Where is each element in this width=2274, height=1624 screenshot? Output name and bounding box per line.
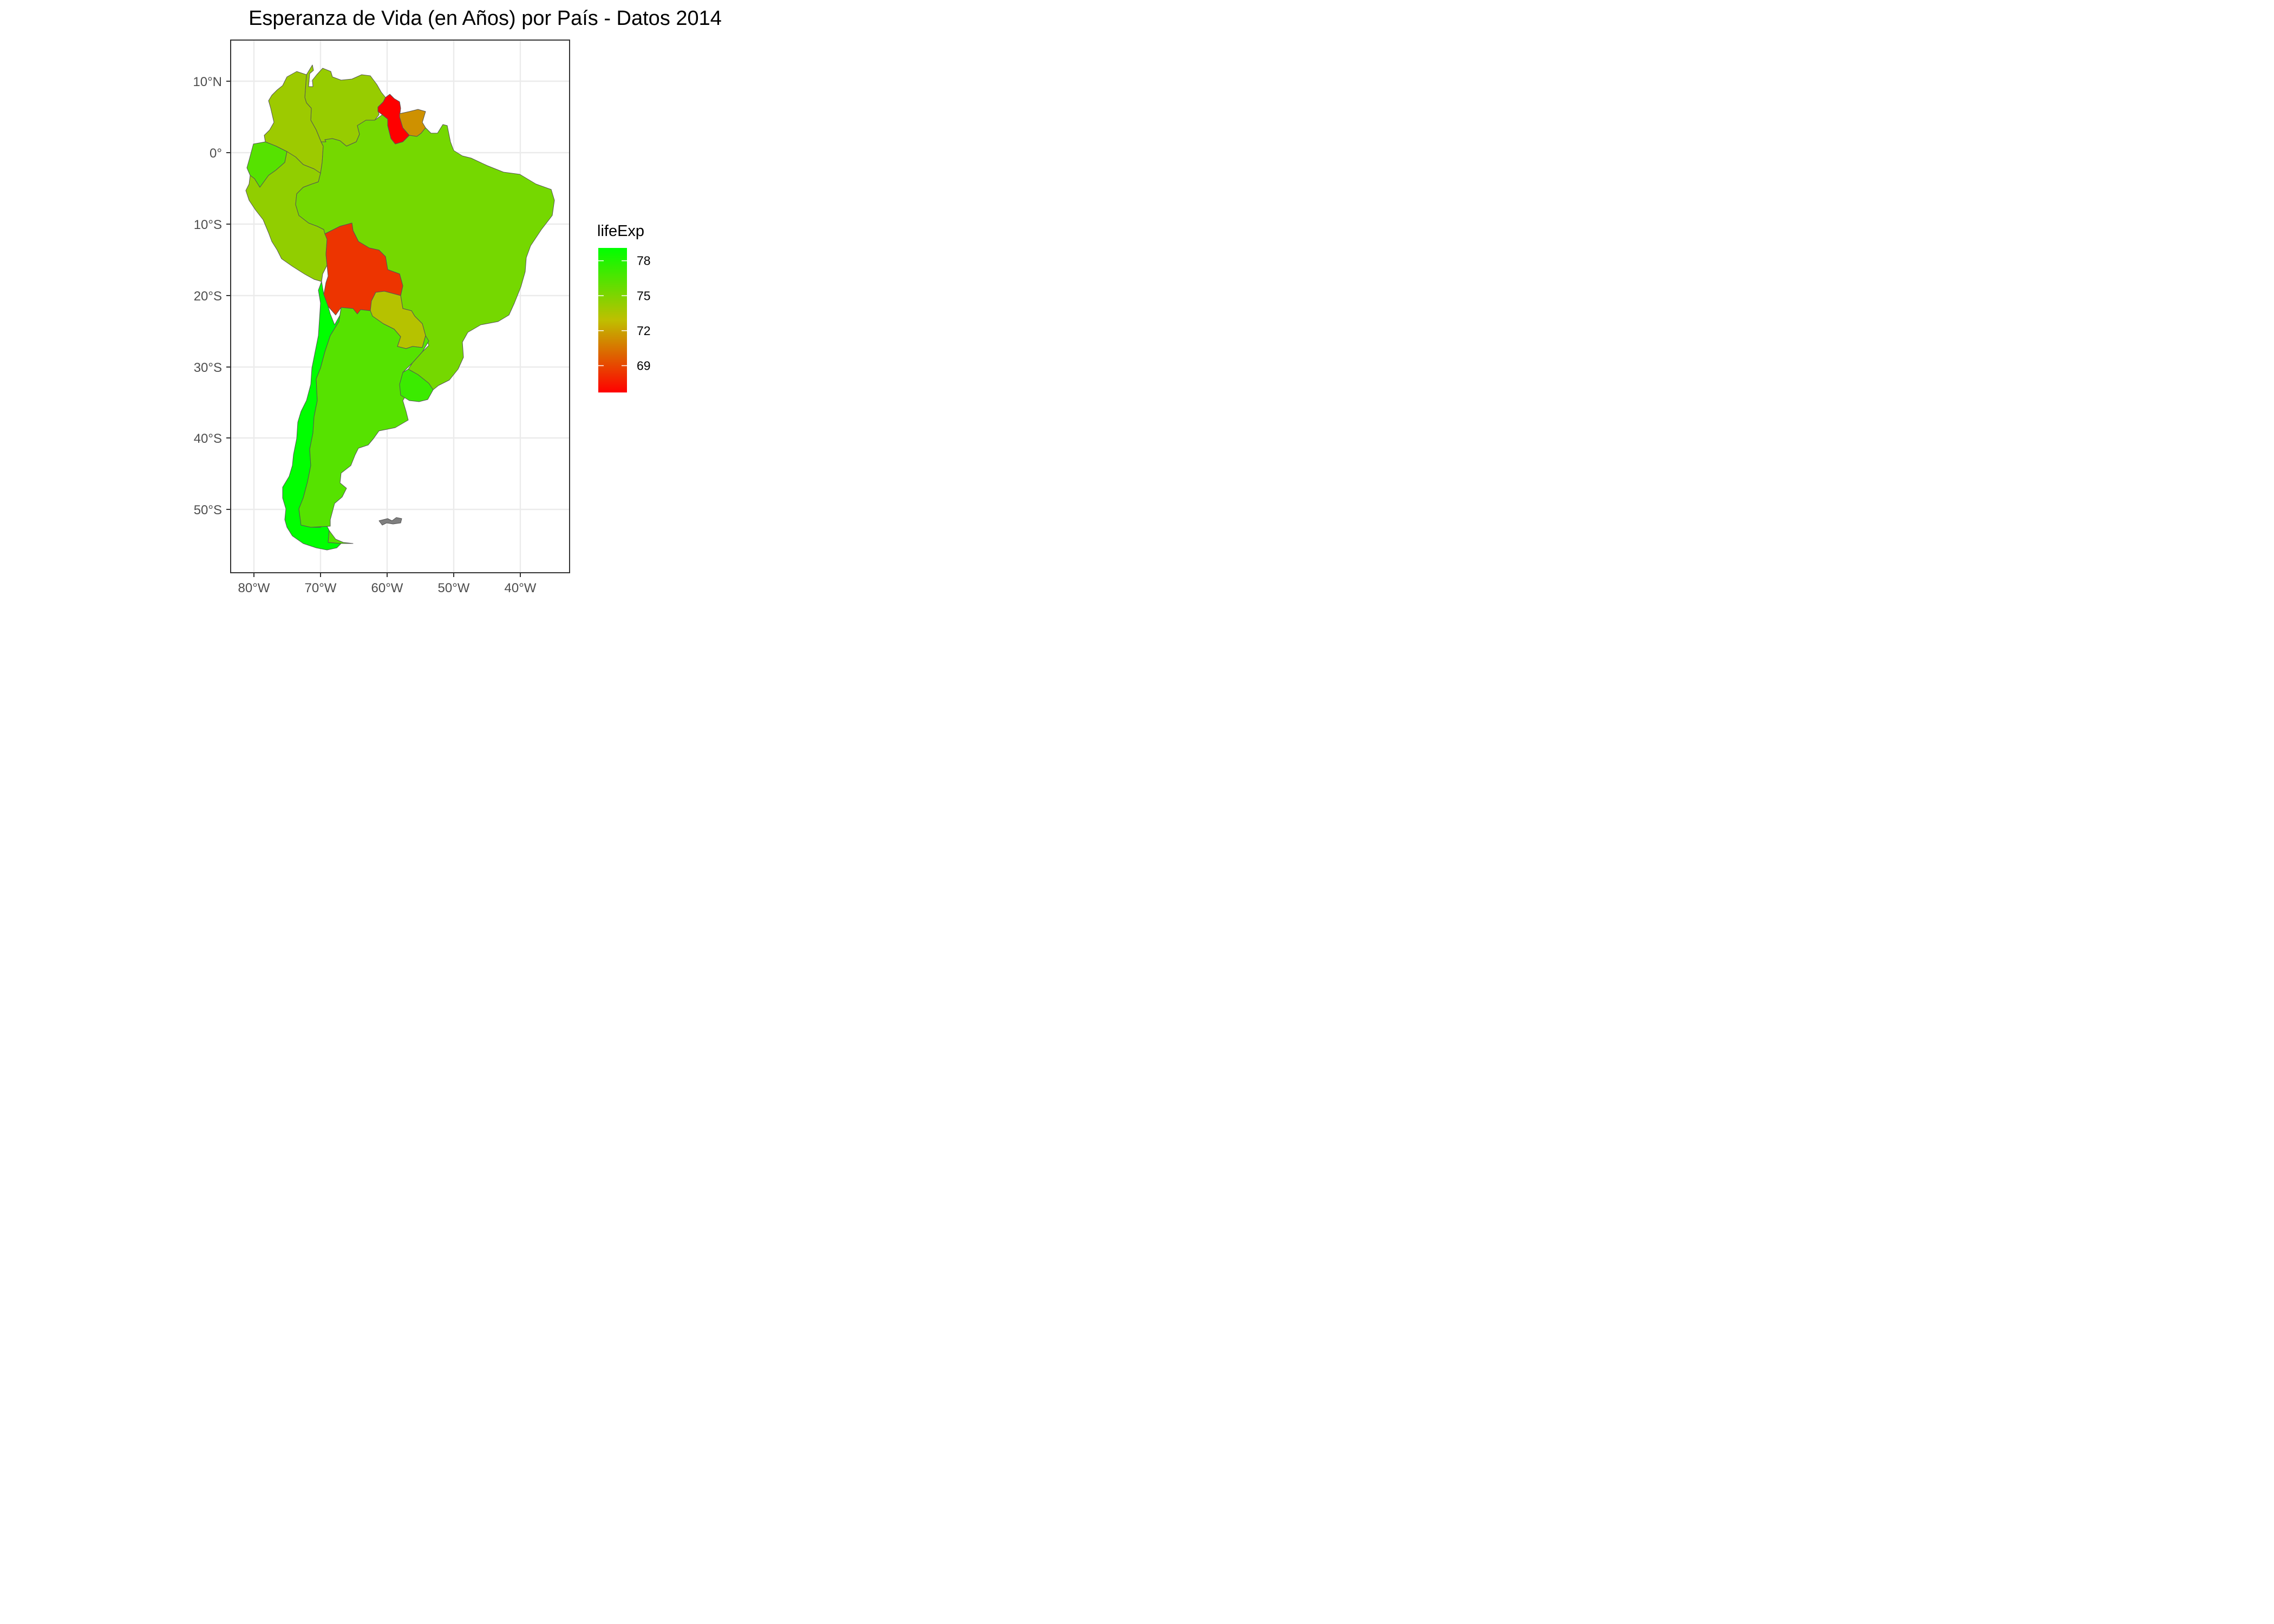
y-tick-label: 10°N xyxy=(193,75,222,89)
legend-title: lifeExp xyxy=(597,222,644,240)
legend-break-label: 75 xyxy=(637,289,651,303)
panel-border xyxy=(230,40,570,573)
country-tierra-del-fuego-argentina xyxy=(328,530,354,544)
legend-break-label: 69 xyxy=(637,358,651,372)
y-tick-label: 10°S xyxy=(194,218,222,232)
y-tick-label: 50°S xyxy=(194,503,222,518)
country-argentina xyxy=(298,307,429,528)
life-expectancy-map: Esperanza de Vida (en Años) por País - D… xyxy=(0,0,841,602)
y-tick-label: 20°S xyxy=(194,289,222,304)
x-tick-label: 60°W xyxy=(371,581,403,595)
country-brazil xyxy=(295,114,555,390)
legend: lifeExp 78 75 72 69 xyxy=(597,222,651,392)
x-tick-label: 50°W xyxy=(438,581,470,595)
x-axis-labels: 80°W 70°W 60°W 50°W 40°W xyxy=(238,581,537,595)
legend-break-label: 78 xyxy=(637,254,651,268)
y-tick-label: 40°S xyxy=(194,431,222,446)
y-axis-labels: 10°N 0° 10°S 20°S 30°S 40°S 50°S xyxy=(193,75,222,518)
legend-break-label: 72 xyxy=(637,324,651,338)
legend-labels: 78 75 72 69 xyxy=(637,254,651,373)
x-tick-label: 70°W xyxy=(305,581,337,595)
map-title: Esperanza de Vida (en Años) por País - D… xyxy=(249,7,722,30)
country-falklands xyxy=(378,517,402,526)
x-tick-label: 80°W xyxy=(238,581,270,595)
x-tick-label: 40°W xyxy=(505,581,537,595)
y-tick-label: 30°S xyxy=(194,361,222,375)
countries xyxy=(245,64,555,551)
axis-ticks xyxy=(226,81,521,577)
legend-colorbar xyxy=(598,248,627,392)
y-tick-label: 0° xyxy=(210,146,222,161)
country-uruguay xyxy=(399,369,434,402)
legend-ticks xyxy=(598,260,627,366)
